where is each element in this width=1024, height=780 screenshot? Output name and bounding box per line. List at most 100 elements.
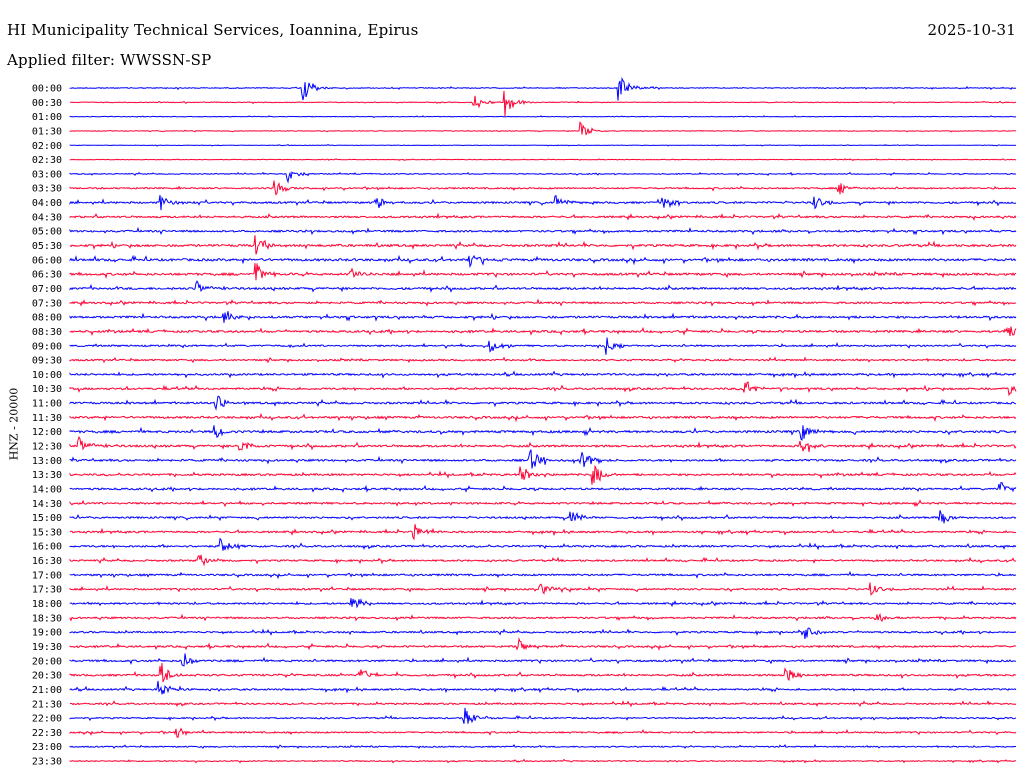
trace-line bbox=[69, 171, 1017, 184]
trace-line bbox=[69, 727, 1017, 738]
trace-line bbox=[69, 482, 1017, 493]
time-label: 12:30 bbox=[32, 442, 62, 453]
time-label: 09:30 bbox=[32, 356, 62, 367]
station-title: HI Municipality Technical Services, Ioan… bbox=[7, 21, 419, 39]
time-label: 17:30 bbox=[32, 585, 62, 596]
time-label: 21:00 bbox=[32, 685, 62, 696]
trace-line bbox=[69, 263, 1017, 281]
trace-line bbox=[69, 395, 1017, 411]
time-label: 02:00 bbox=[32, 141, 62, 152]
time-label: 19:30 bbox=[32, 642, 62, 653]
trace-line bbox=[69, 90, 1017, 117]
time-label: 20:30 bbox=[32, 671, 62, 682]
time-label: 15:30 bbox=[32, 527, 62, 538]
time-label: 09:00 bbox=[32, 341, 62, 352]
trace-line bbox=[69, 121, 1017, 136]
time-label: 06:30 bbox=[32, 270, 62, 281]
time-label: 10:30 bbox=[32, 384, 62, 395]
time-label: 02:30 bbox=[32, 155, 62, 166]
trace-line bbox=[69, 680, 1017, 695]
time-label: 05:30 bbox=[32, 241, 62, 252]
trace-line bbox=[69, 627, 1017, 639]
trace-line bbox=[69, 226, 1017, 236]
trace-line bbox=[69, 115, 1016, 119]
trace-line bbox=[69, 435, 1017, 453]
trace-line bbox=[69, 280, 1017, 293]
trace-line bbox=[69, 582, 1017, 596]
time-label: 14:00 bbox=[32, 484, 62, 495]
trace-line bbox=[69, 499, 1016, 508]
time-label: 20:00 bbox=[32, 656, 62, 667]
date-label: 2025-10-31 bbox=[927, 21, 1016, 39]
time-label: 18:00 bbox=[32, 599, 62, 610]
time-label: 06:00 bbox=[32, 255, 62, 266]
trace-line bbox=[69, 537, 1017, 551]
time-label: 13:00 bbox=[32, 456, 62, 467]
trace-line bbox=[69, 449, 1017, 469]
time-label: 00:00 bbox=[32, 84, 62, 95]
time-label: 14:30 bbox=[32, 499, 62, 510]
trace-line bbox=[69, 158, 1017, 162]
time-label: 01:30 bbox=[32, 126, 62, 137]
trace-line bbox=[69, 758, 1016, 764]
time-label: 11:00 bbox=[32, 399, 62, 410]
trace-line bbox=[69, 76, 1017, 101]
time-label: 03:30 bbox=[32, 184, 62, 195]
time-label: 21:30 bbox=[32, 699, 62, 710]
time-label: 19:00 bbox=[32, 628, 62, 639]
trace-line bbox=[69, 653, 1016, 667]
trace-line bbox=[69, 663, 1016, 683]
trace-line bbox=[69, 212, 1017, 221]
time-label: 17:00 bbox=[32, 570, 62, 581]
time-label: 13:30 bbox=[32, 470, 62, 481]
time-label: 04:30 bbox=[32, 212, 62, 223]
trace-line bbox=[69, 326, 1017, 337]
trace-line bbox=[69, 554, 1017, 567]
time-label: 12:00 bbox=[32, 427, 62, 438]
time-label: 10:00 bbox=[32, 370, 62, 381]
time-label: 16:00 bbox=[32, 542, 62, 553]
time-label: 22:00 bbox=[32, 714, 62, 725]
time-label: 01:00 bbox=[32, 112, 62, 123]
time-label: 07:30 bbox=[32, 298, 62, 309]
trace-line bbox=[69, 425, 1017, 441]
time-label: 23:30 bbox=[32, 757, 62, 768]
trace-line bbox=[69, 570, 1017, 580]
trace-line bbox=[69, 597, 1017, 609]
trace-line bbox=[69, 612, 1017, 623]
trace-line bbox=[69, 370, 1017, 379]
trace-line bbox=[69, 143, 1017, 147]
trace-line bbox=[69, 510, 1017, 524]
time-label: 16:30 bbox=[32, 556, 62, 567]
time-label: 00:30 bbox=[32, 98, 62, 109]
time-label: 05:00 bbox=[32, 227, 62, 238]
trace-line bbox=[69, 235, 1017, 255]
trace-line bbox=[69, 743, 1017, 750]
trace-line bbox=[69, 298, 1017, 307]
trace-line bbox=[69, 381, 1017, 397]
trace-line bbox=[69, 311, 1017, 323]
trace-line bbox=[69, 412, 1017, 423]
time-label: 11:30 bbox=[32, 413, 62, 424]
time-label: 04:00 bbox=[32, 198, 62, 209]
time-label: 18:30 bbox=[32, 613, 62, 624]
trace-line bbox=[69, 524, 1017, 541]
trace-line bbox=[69, 707, 1017, 724]
time-label: 15:00 bbox=[32, 513, 62, 524]
trace-line bbox=[69, 337, 1017, 355]
time-label: 23:00 bbox=[32, 742, 62, 753]
trace-line bbox=[69, 180, 1017, 196]
time-label: 22:30 bbox=[32, 728, 62, 739]
trace-line bbox=[69, 637, 1017, 651]
time-label: 03:00 bbox=[32, 169, 62, 180]
trace-line bbox=[69, 464, 1017, 485]
trace-line bbox=[69, 700, 1017, 708]
trace-line bbox=[69, 194, 1017, 211]
time-label: 08:00 bbox=[32, 313, 62, 324]
time-label: 08:30 bbox=[32, 327, 62, 338]
filter-label: Applied filter: WWSSN-SP bbox=[7, 51, 212, 69]
trace-line bbox=[69, 254, 1017, 269]
trace-line bbox=[69, 356, 1016, 364]
time-label: 07:00 bbox=[32, 284, 62, 295]
